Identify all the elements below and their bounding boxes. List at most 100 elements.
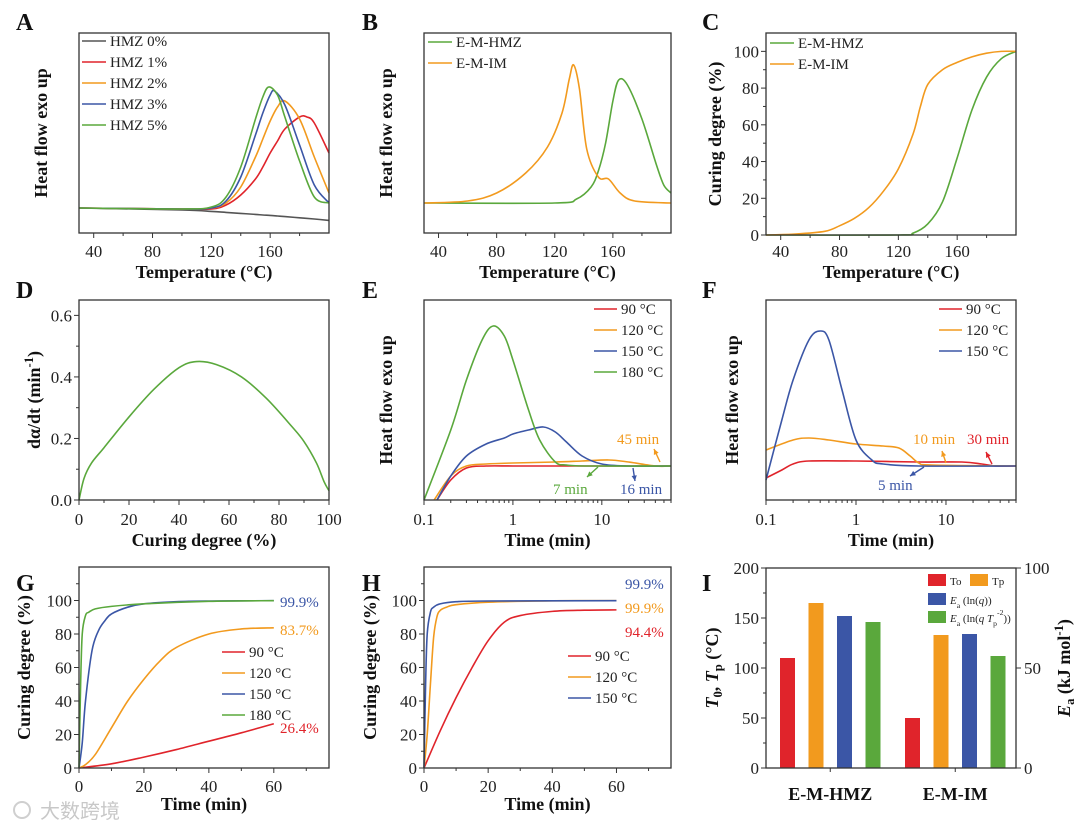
bar: [865, 622, 881, 768]
legend-label: E-M-HMZ: [798, 36, 864, 52]
x-tick-label: 40: [200, 777, 217, 796]
legend-label: 180 °C: [621, 365, 663, 381]
label-segment: (°C): [702, 627, 723, 664]
panel-a: A HMZ 0% HMZ 1% HMZ 2% HMZ 3% HMZ 5% 40 80 120 16…: [16, 10, 330, 283]
legend-label: 150 °C: [966, 344, 1008, 360]
y-tick-label: 100: [392, 592, 418, 611]
y-tick-label: 0.6: [51, 306, 72, 325]
y-tick-label: 60: [55, 659, 72, 678]
bar: [808, 603, 824, 768]
x-tick-label: 40: [772, 242, 789, 261]
plot-frame: [765, 32, 1017, 236]
x-tick-label: 0.1: [413, 510, 434, 529]
y-tick-label: 20: [400, 726, 417, 745]
series-line: [423, 599, 617, 769]
series-line: [765, 330, 1017, 481]
series-line: [78, 115, 330, 211]
panel-d: D 0 20 40 60 80 100 Curing degree (%) 0.0 0.2 0.4 0…: [16, 278, 342, 551]
arrow-head-icon: [941, 451, 947, 457]
x-tick-label: 160: [944, 242, 970, 261]
x-tick-label: 40: [85, 242, 102, 261]
series-line: [423, 63, 672, 204]
legend-label: 90 °C: [595, 649, 630, 665]
y-tick-label: 20: [55, 726, 72, 745]
series-line: [423, 325, 672, 501]
annotation-label: 5 min: [878, 478, 913, 494]
legend-label: 90 °C: [249, 645, 284, 661]
legend-label: 120 °C: [621, 323, 663, 339]
y-tick-label: 40: [742, 153, 759, 172]
series-line: [765, 50, 1017, 236]
label-segment: (kJ mol: [1054, 636, 1075, 699]
x-tick-label: 0: [75, 510, 84, 529]
panel-letter: F: [702, 278, 717, 304]
legend-label: E-M-IM: [456, 56, 507, 72]
x-tick-label: 1: [509, 510, 518, 529]
panel-f: F 90 °C 120 °C 150 °C 10 min 30 min 5 min 0.1 1 1…: [702, 278, 1017, 551]
x-tick-label: 20: [480, 777, 497, 796]
annotation-label: 10 min: [913, 432, 956, 448]
category-label: E-M-IM: [923, 784, 988, 804]
legend-swatch: [928, 593, 946, 605]
plot-frame: [78, 32, 330, 234]
series-line: [436, 426, 672, 501]
label-segment: ,: [702, 682, 722, 691]
label-segment: -1: [1052, 625, 1066, 636]
bar: [962, 634, 977, 768]
y-axis-label: Heat flow exo up: [376, 335, 396, 465]
x-tick-label: 60: [221, 510, 238, 529]
y-axis-label: dα/dt (min-1): [22, 351, 45, 449]
label-segment: E: [949, 613, 957, 625]
annotation-label: 7 min: [553, 482, 588, 498]
annotation-label: 83.7%: [280, 623, 319, 639]
legend-label: 120 °C: [249, 666, 291, 682]
x-axis-label: Temperature (°C): [136, 262, 273, 283]
x-tick-label: 10: [593, 510, 610, 529]
panel-letter: I: [702, 571, 711, 597]
legend-label: 90 °C: [966, 302, 1001, 318]
label-segment: a: [957, 601, 961, 610]
legend-label: 120 °C: [966, 323, 1008, 339]
label-segment: ): [24, 351, 45, 357]
bar: [933, 635, 949, 768]
annotation-label: 16 min: [620, 482, 663, 498]
x-tick-label: 160: [257, 242, 283, 261]
series-line: [423, 609, 617, 769]
y-tick-label: 20: [742, 189, 759, 208]
panel-letter: B: [362, 10, 378, 36]
x-axis-label: Time (min): [848, 530, 934, 551]
x-tick-label: 120: [199, 242, 225, 261]
y-tick-label: 150: [734, 609, 760, 628]
y-tick-label: 60: [400, 659, 417, 678]
series-line: [765, 459, 1017, 479]
series-line: [78, 599, 274, 769]
bar: [837, 616, 852, 768]
y-tick-label: 80: [400, 625, 417, 644]
y-tick-label: 0.4: [51, 368, 73, 387]
x-tick-label: 1: [852, 510, 861, 529]
plot-frame: [423, 299, 672, 501]
x-tick-label: 40: [544, 777, 561, 796]
label-segment: Tp: [992, 576, 1005, 588]
arrow-head-icon: [587, 471, 593, 477]
x-tick-label: 120: [542, 242, 568, 261]
y-tick-label: 0: [64, 759, 73, 778]
legend-label: E-M-IM: [798, 57, 849, 73]
y-tick-label: 40: [400, 692, 417, 711]
panel-letter: E: [362, 278, 378, 304]
y-tick-label-right: 50: [1024, 659, 1041, 678]
series-line: [78, 360, 330, 501]
watermark: 大数跨境: [40, 799, 120, 820]
x-tick-label: 160: [600, 242, 626, 261]
y-axis-label: Curing degree (%): [360, 595, 381, 740]
legend-label: Ea (ln(q)): [949, 595, 992, 610]
legend-label: HMZ 5%: [110, 118, 167, 134]
legend-label: HMZ 1%: [110, 55, 167, 71]
label-segment: E: [949, 595, 957, 607]
y-axis-label: Heat flow exo up: [722, 335, 742, 465]
y-tick-label: 60: [742, 116, 759, 135]
